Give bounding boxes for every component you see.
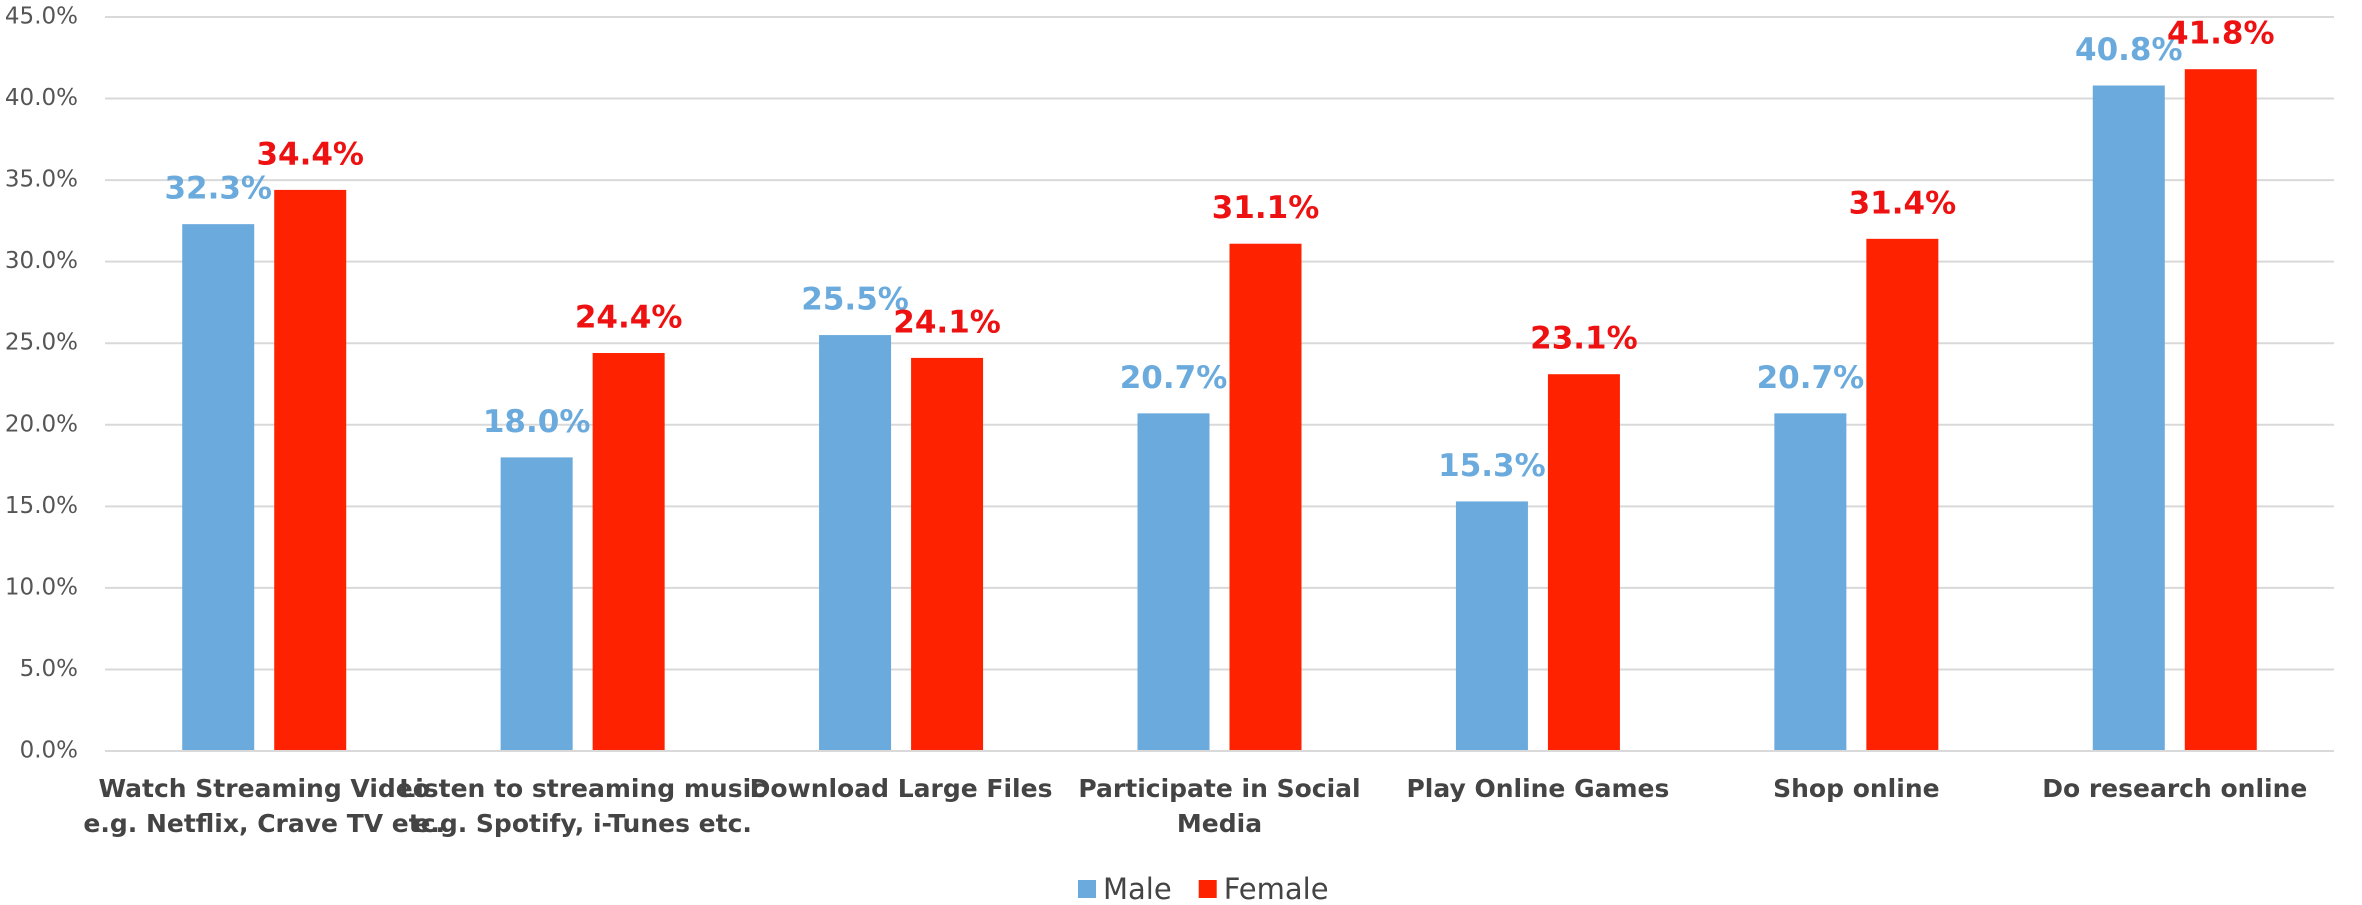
bar (1229, 243, 1302, 752)
bar (500, 457, 573, 751)
y-tick-label: 0.0% (20, 738, 78, 764)
x-tick-line: Play Online Games (1406, 774, 1669, 803)
value-label: 20.7% (1757, 360, 1865, 396)
x-tick-line: Do research online (2042, 774, 2307, 803)
bar (911, 357, 984, 751)
x-tick-line: Download Large Files (750, 774, 1053, 803)
bar (819, 335, 892, 751)
x-tick-label: Watch Streaming Video e.g. Netflix, Crave… (83, 774, 445, 838)
bar (1866, 238, 1939, 751)
value-label: 23.1% (1530, 321, 1638, 357)
legend-swatch (1198, 880, 1217, 898)
x-tick-line: Participate in Social (1078, 774, 1360, 803)
value-label: 20.7% (1120, 360, 1228, 396)
bar (592, 353, 665, 751)
x-tick-line: Shop online (1773, 774, 1939, 803)
y-tick-label: 35.0% (5, 167, 78, 193)
x-tick-label: Do research online (2042, 774, 2307, 803)
value-label: 24.4% (575, 300, 683, 336)
y-tick-label: 25.0% (5, 330, 78, 356)
y-tick-label: 30.0% (5, 248, 78, 274)
value-label: 40.8% (2075, 32, 2183, 68)
x-tick-line: e.g. Spotify, i-Tunes etc. (413, 809, 752, 838)
value-label: 31.4% (1849, 185, 1957, 221)
value-label: 15.3% (1438, 448, 1546, 484)
value-label: 18.0% (483, 404, 591, 440)
x-tick-line: Watch Streaming Video (98, 774, 429, 803)
x-tick-label: Participate in Social Media (1078, 774, 1360, 838)
legend-swatch (1078, 880, 1096, 898)
legend-label: Female (1224, 872, 1329, 905)
y-tick-label: 45.0% (5, 4, 78, 30)
y-tick-label: 20.0% (5, 411, 78, 437)
bar (1455, 501, 1528, 751)
bar (274, 189, 347, 752)
x-tick-label: Listen to streaming music e.g. Spotify, i… (399, 774, 766, 838)
x-tick-label: Play Online Games (1406, 774, 1669, 803)
x-tick-label: Shop online (1773, 774, 1939, 803)
value-label: 31.1% (1212, 190, 1320, 226)
y-tick-label: 10.0% (5, 574, 78, 600)
value-label: 34.4% (256, 136, 364, 172)
x-tick-line: Media (1177, 809, 1262, 838)
bar (1547, 374, 1620, 751)
value-label: 25.5% (801, 282, 909, 318)
x-tick-line: e.g. Netflix, Crave TV etc. (83, 809, 445, 838)
bar (182, 224, 255, 751)
bar (1774, 413, 1847, 751)
y-tick-label: 40.0% (5, 85, 78, 111)
legend-label: Male (1103, 872, 1172, 905)
x-tick-label: Download Large Files (750, 774, 1053, 803)
value-label: 24.1% (893, 304, 1001, 340)
x-tick-line: Listen to streaming music (399, 774, 766, 803)
value-label: 32.3% (164, 171, 272, 207)
bar (2092, 85, 2165, 752)
value-label: 41.8% (2167, 16, 2275, 52)
bar (2184, 69, 2257, 751)
bar (1137, 413, 1210, 751)
y-tick-label: 15.0% (5, 493, 78, 519)
y-tick-label: 5.0% (20, 656, 78, 682)
